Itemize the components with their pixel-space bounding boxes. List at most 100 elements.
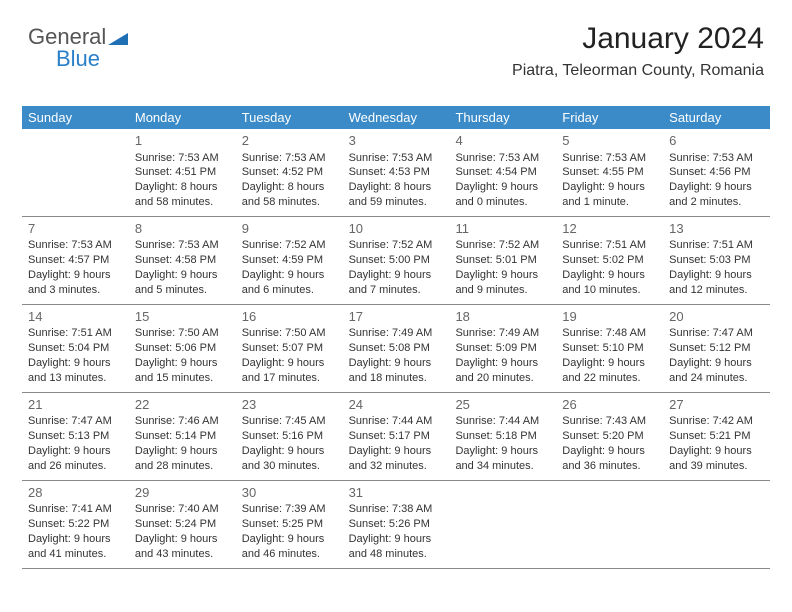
day-number: 30 — [242, 484, 337, 502]
day-detail: Sunset: 5:08 PM — [349, 341, 444, 356]
day-detail: Sunset: 5:26 PM — [349, 517, 444, 532]
day-detail: and 24 minutes. — [669, 371, 764, 386]
day-detail: Sunrise: 7:53 AM — [135, 151, 230, 166]
day-number: 16 — [242, 308, 337, 326]
day-number: 12 — [562, 220, 657, 238]
day-detail: Sunrise: 7:41 AM — [28, 502, 123, 517]
day-detail: Daylight: 9 hours — [28, 356, 123, 371]
day-detail: and 41 minutes. — [28, 547, 123, 562]
day-detail: Sunset: 5:20 PM — [562, 429, 657, 444]
day-number: 19 — [562, 308, 657, 326]
day-cell — [556, 481, 663, 568]
day-cell: 5Sunrise: 7:53 AMSunset: 4:55 PMDaylight… — [556, 129, 663, 216]
day-number: 22 — [135, 396, 230, 414]
day-number: 11 — [455, 220, 550, 238]
day-detail: and 22 minutes. — [562, 371, 657, 386]
day-cell: 9Sunrise: 7:52 AMSunset: 4:59 PMDaylight… — [236, 217, 343, 304]
week-row: 14Sunrise: 7:51 AMSunset: 5:04 PMDayligh… — [22, 305, 770, 393]
day-cell: 15Sunrise: 7:50 AMSunset: 5:06 PMDayligh… — [129, 305, 236, 392]
day-detail: Sunset: 4:51 PM — [135, 165, 230, 180]
day-number: 2 — [242, 132, 337, 150]
day-detail: and 3 minutes. — [28, 283, 123, 298]
day-detail: Sunrise: 7:49 AM — [455, 326, 550, 341]
day-detail: and 6 minutes. — [242, 283, 337, 298]
day-detail: Daylight: 8 hours — [242, 180, 337, 195]
day-detail: and 26 minutes. — [28, 459, 123, 474]
day-detail: Sunset: 4:56 PM — [669, 165, 764, 180]
day-detail: Daylight: 9 hours — [28, 268, 123, 283]
day-cell: 16Sunrise: 7:50 AMSunset: 5:07 PMDayligh… — [236, 305, 343, 392]
day-detail: Daylight: 9 hours — [562, 268, 657, 283]
day-detail: Sunrise: 7:53 AM — [135, 238, 230, 253]
day-detail: and 34 minutes. — [455, 459, 550, 474]
day-number: 1 — [135, 132, 230, 150]
day-detail: Daylight: 9 hours — [242, 356, 337, 371]
header-right: January 2024 Piatra, Teleorman County, R… — [512, 22, 764, 80]
day-detail: Daylight: 9 hours — [562, 356, 657, 371]
day-number: 26 — [562, 396, 657, 414]
day-detail: Daylight: 9 hours — [349, 532, 444, 547]
day-detail: Sunrise: 7:51 AM — [669, 238, 764, 253]
logo-triangle-icon — [108, 31, 128, 50]
day-detail: Sunrise: 7:49 AM — [349, 326, 444, 341]
day-detail: Daylight: 9 hours — [349, 444, 444, 459]
day-detail: Sunrise: 7:50 AM — [135, 326, 230, 341]
day-detail: Sunset: 4:53 PM — [349, 165, 444, 180]
weekday-row: SundayMondayTuesdayWednesdayThursdayFrid… — [22, 106, 770, 129]
day-number: 14 — [28, 308, 123, 326]
day-detail: Daylight: 9 hours — [242, 268, 337, 283]
day-number: 13 — [669, 220, 764, 238]
day-detail: Sunrise: 7:52 AM — [349, 238, 444, 253]
day-detail: Daylight: 9 hours — [135, 356, 230, 371]
day-detail: and 59 minutes. — [349, 195, 444, 210]
day-detail: Sunset: 5:06 PM — [135, 341, 230, 356]
day-cell: 29Sunrise: 7:40 AMSunset: 5:24 PMDayligh… — [129, 481, 236, 568]
day-detail: Daylight: 8 hours — [135, 180, 230, 195]
week-row: 21Sunrise: 7:47 AMSunset: 5:13 PMDayligh… — [22, 393, 770, 481]
day-number: 21 — [28, 396, 123, 414]
weekday-cell: Thursday — [449, 106, 556, 129]
day-detail: Sunset: 5:22 PM — [28, 517, 123, 532]
day-cell: 31Sunrise: 7:38 AMSunset: 5:26 PMDayligh… — [343, 481, 450, 568]
day-number: 4 — [455, 132, 550, 150]
day-detail: and 32 minutes. — [349, 459, 444, 474]
day-detail: Sunset: 5:03 PM — [669, 253, 764, 268]
day-cell: 28Sunrise: 7:41 AMSunset: 5:22 PMDayligh… — [22, 481, 129, 568]
day-cell: 30Sunrise: 7:39 AMSunset: 5:25 PMDayligh… — [236, 481, 343, 568]
day-detail: Sunset: 5:24 PM — [135, 517, 230, 532]
day-cell: 11Sunrise: 7:52 AMSunset: 5:01 PMDayligh… — [449, 217, 556, 304]
day-detail: and 46 minutes. — [242, 547, 337, 562]
day-cell: 12Sunrise: 7:51 AMSunset: 5:02 PMDayligh… — [556, 217, 663, 304]
day-cell: 18Sunrise: 7:49 AMSunset: 5:09 PMDayligh… — [449, 305, 556, 392]
weekday-cell: Saturday — [663, 106, 770, 129]
day-cell: 6Sunrise: 7:53 AMSunset: 4:56 PMDaylight… — [663, 129, 770, 216]
day-detail: and 13 minutes. — [28, 371, 123, 386]
day-detail: Daylight: 9 hours — [562, 444, 657, 459]
day-cell: 2Sunrise: 7:53 AMSunset: 4:52 PMDaylight… — [236, 129, 343, 216]
day-detail: and 9 minutes. — [455, 283, 550, 298]
day-detail: Sunrise: 7:53 AM — [349, 151, 444, 166]
day-detail: Sunrise: 7:44 AM — [455, 414, 550, 429]
day-detail: Sunset: 4:57 PM — [28, 253, 123, 268]
day-number: 24 — [349, 396, 444, 414]
day-detail: Sunrise: 7:48 AM — [562, 326, 657, 341]
day-detail: Sunrise: 7:47 AM — [669, 326, 764, 341]
day-cell: 4Sunrise: 7:53 AMSunset: 4:54 PMDaylight… — [449, 129, 556, 216]
month-title: January 2024 — [512, 22, 764, 56]
day-detail: Sunset: 5:10 PM — [562, 341, 657, 356]
day-detail: Sunrise: 7:40 AM — [135, 502, 230, 517]
logo: GeneralBlue — [28, 24, 128, 72]
day-number: 23 — [242, 396, 337, 414]
day-cell: 25Sunrise: 7:44 AMSunset: 5:18 PMDayligh… — [449, 393, 556, 480]
day-number: 20 — [669, 308, 764, 326]
day-detail: and 0 minutes. — [455, 195, 550, 210]
day-detail: Daylight: 9 hours — [242, 444, 337, 459]
day-detail: Daylight: 9 hours — [455, 444, 550, 459]
day-detail: and 5 minutes. — [135, 283, 230, 298]
day-detail: Sunrise: 7:51 AM — [28, 326, 123, 341]
day-detail: Sunrise: 7:53 AM — [28, 238, 123, 253]
day-detail: Daylight: 9 hours — [669, 180, 764, 195]
day-cell: 20Sunrise: 7:47 AMSunset: 5:12 PMDayligh… — [663, 305, 770, 392]
day-cell: 21Sunrise: 7:47 AMSunset: 5:13 PMDayligh… — [22, 393, 129, 480]
day-detail: and 17 minutes. — [242, 371, 337, 386]
